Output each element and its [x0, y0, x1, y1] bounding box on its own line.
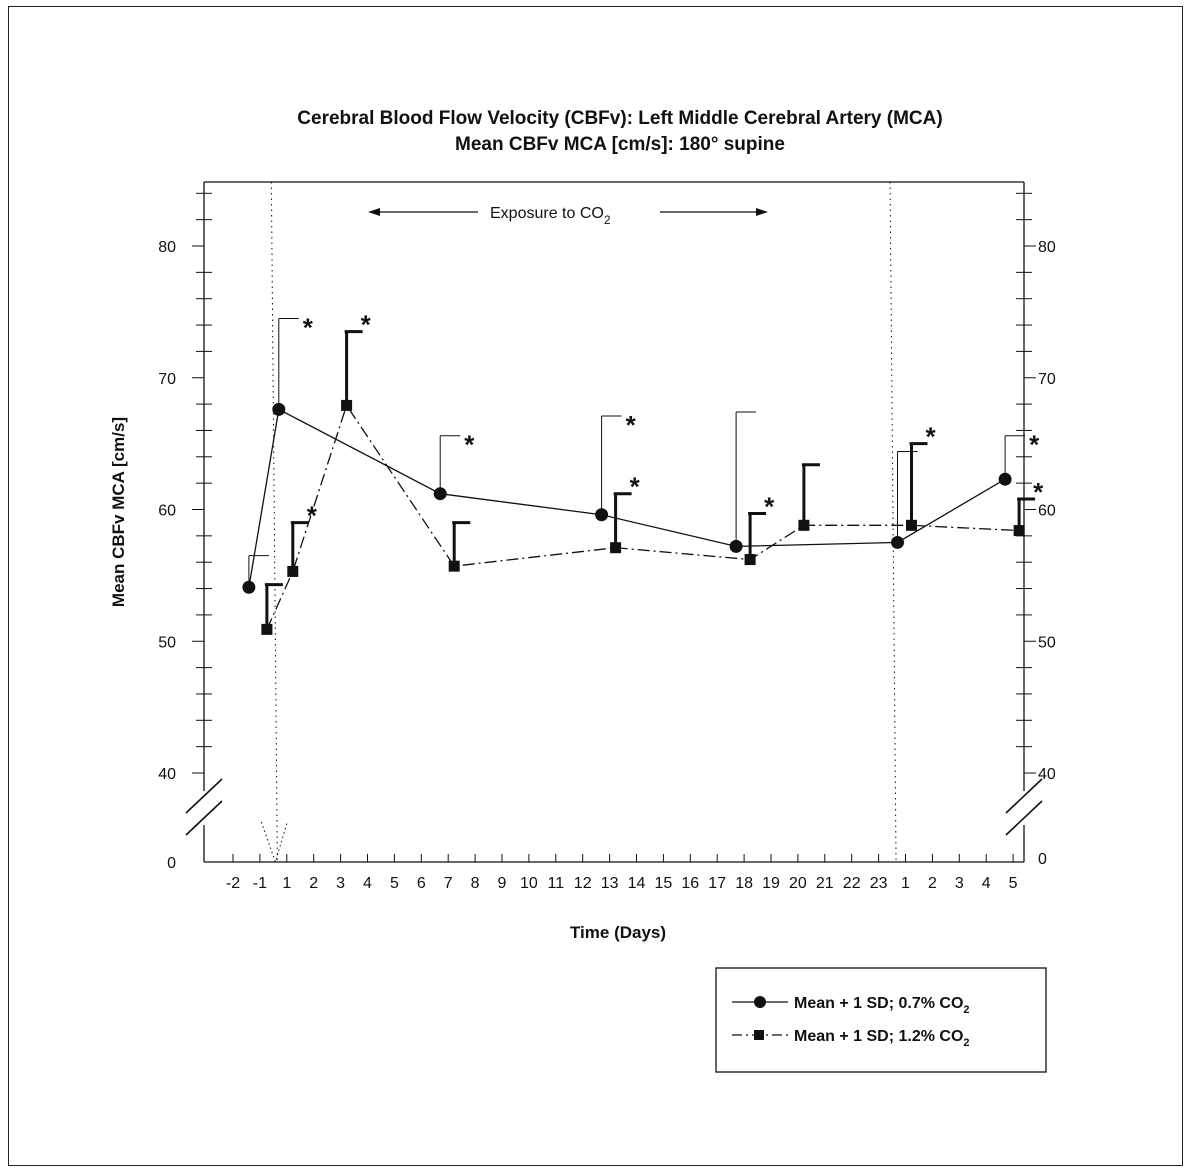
- x-tick-label: 4: [363, 875, 372, 892]
- data-point-1.2: [448, 560, 460, 572]
- chart-title: Cerebral Blood Flow Velocity (CBFv): Lef…: [297, 108, 942, 129]
- significance-star-0.7: *: [626, 410, 637, 440]
- exposure-end-line: [889, 181, 897, 863]
- y-tick-label-right: 50: [1038, 634, 1056, 651]
- x-tick-label: 8: [471, 875, 480, 892]
- x-tick-label: 4: [982, 875, 991, 892]
- x-tick-label: 5: [1009, 875, 1018, 892]
- data-point-0.7: [729, 539, 743, 553]
- data-point-1.2: [261, 623, 273, 635]
- annotation-subscript: 2: [604, 213, 611, 227]
- legend-marker-1.2: [754, 1030, 764, 1040]
- y-tick-label-right: 60: [1038, 503, 1056, 520]
- chart-subtitle: Mean CBFv MCA [cm/s]: 180° supine: [455, 134, 785, 155]
- data-point-1.2: [798, 519, 810, 531]
- significance-star-0.7: *: [1029, 430, 1040, 460]
- axis-break-left: [185, 800, 223, 836]
- annotation-text: Exposure to CO2: [490, 205, 611, 227]
- x-tick-label: 22: [843, 875, 861, 892]
- x-tick-label: 10: [520, 875, 538, 892]
- x-tick-label: 3: [336, 875, 345, 892]
- legend-box: [715, 967, 1047, 1073]
- x-tick-label: 6: [417, 875, 426, 892]
- data-point-0.7: [891, 535, 904, 549]
- data-point-1.2: [1013, 525, 1025, 537]
- x-tick-label: 21: [816, 875, 834, 892]
- significance-star-1.2: *: [307, 501, 318, 531]
- data-point-0.7: [998, 472, 1012, 486]
- significance-star-0.7: *: [303, 312, 314, 342]
- x-tick-label: 1: [282, 875, 291, 892]
- figure-frame: [8, 6, 1183, 1166]
- y-tick-label-left: 50: [158, 634, 176, 651]
- exposure-start-arrow: [260, 821, 288, 864]
- data-point-1.2: [610, 542, 622, 554]
- x-tick-label: 15: [655, 875, 673, 892]
- exposure-start-line: [270, 181, 278, 863]
- significance-star-1.2: *: [926, 422, 937, 452]
- legend-marker-0.7: [754, 996, 766, 1008]
- significance-star-1.2: *: [361, 310, 372, 340]
- y-tick-label-left: 80: [158, 239, 176, 256]
- series-line-1.2: [266, 403, 1020, 630]
- x-tick-label: 19: [762, 875, 780, 892]
- x-tick-label: 3: [955, 875, 964, 892]
- data-point-1.2: [744, 554, 756, 566]
- legend-label: Mean + 1 SD; 0.7% CO2: [794, 995, 970, 1016]
- data-point-0.7: [242, 580, 256, 594]
- x-axis-label: Time (Days): [570, 923, 666, 942]
- x-tick-label: 1: [901, 875, 910, 892]
- y-tick-label-right: 80: [1038, 239, 1056, 256]
- annotation-arrowhead-right: [756, 208, 768, 216]
- data-point-1.2: [287, 565, 299, 577]
- significance-star-0.7: *: [464, 430, 475, 460]
- x-tick-label: 5: [390, 875, 399, 892]
- x-tick-label: 13: [601, 875, 619, 892]
- y-tick-label-left: 60: [158, 503, 176, 520]
- x-tick-label: -1: [253, 875, 267, 892]
- y-axis-label: Mean CBFv MCA [cm/s]: [109, 417, 128, 607]
- data-point-0.7: [433, 487, 447, 501]
- legend-subscript: 2: [963, 1004, 969, 1016]
- x-tick-label: 2: [309, 875, 318, 892]
- x-tick-label: 12: [574, 875, 592, 892]
- significance-star-1.2: *: [764, 491, 775, 521]
- x-tick-label: 14: [628, 875, 646, 892]
- axis-break-right: [1005, 800, 1043, 836]
- annotation-arrowhead-left: [368, 208, 380, 216]
- axis-break-left: [185, 778, 223, 814]
- x-tick-label: -2: [226, 875, 240, 892]
- legend-subscript: 2: [963, 1037, 969, 1049]
- data-point-1.2: [341, 399, 353, 411]
- x-tick-label: 11: [547, 875, 564, 892]
- y-break-label-right: 0: [1038, 851, 1047, 868]
- y-tick-label-left: 70: [158, 371, 176, 388]
- x-tick-label: 20: [789, 875, 807, 892]
- x-tick-label: 23: [870, 875, 888, 892]
- x-tick-label: 17: [708, 875, 726, 892]
- legend-label: Mean + 1 SD; 1.2% CO2: [794, 1028, 970, 1049]
- data-point-0.7: [272, 402, 286, 416]
- y-break-label-left: 0: [167, 855, 176, 872]
- x-tick-label: 2: [928, 875, 937, 892]
- data-point-1.2: [906, 519, 917, 531]
- significance-star-1.2: *: [630, 472, 641, 502]
- axis-break-right: [1005, 778, 1043, 814]
- y-tick-label-right: 70: [1038, 371, 1056, 388]
- y-tick-label-right: 40: [1038, 766, 1056, 783]
- significance-star-1.2: *: [1033, 477, 1044, 507]
- x-tick-label: 7: [444, 875, 453, 892]
- data-point-0.7: [595, 508, 609, 522]
- x-tick-label: 16: [681, 875, 699, 892]
- x-tick-label: 9: [498, 875, 507, 892]
- x-tick-label: 18: [735, 875, 753, 892]
- y-tick-label-left: 40: [158, 766, 176, 783]
